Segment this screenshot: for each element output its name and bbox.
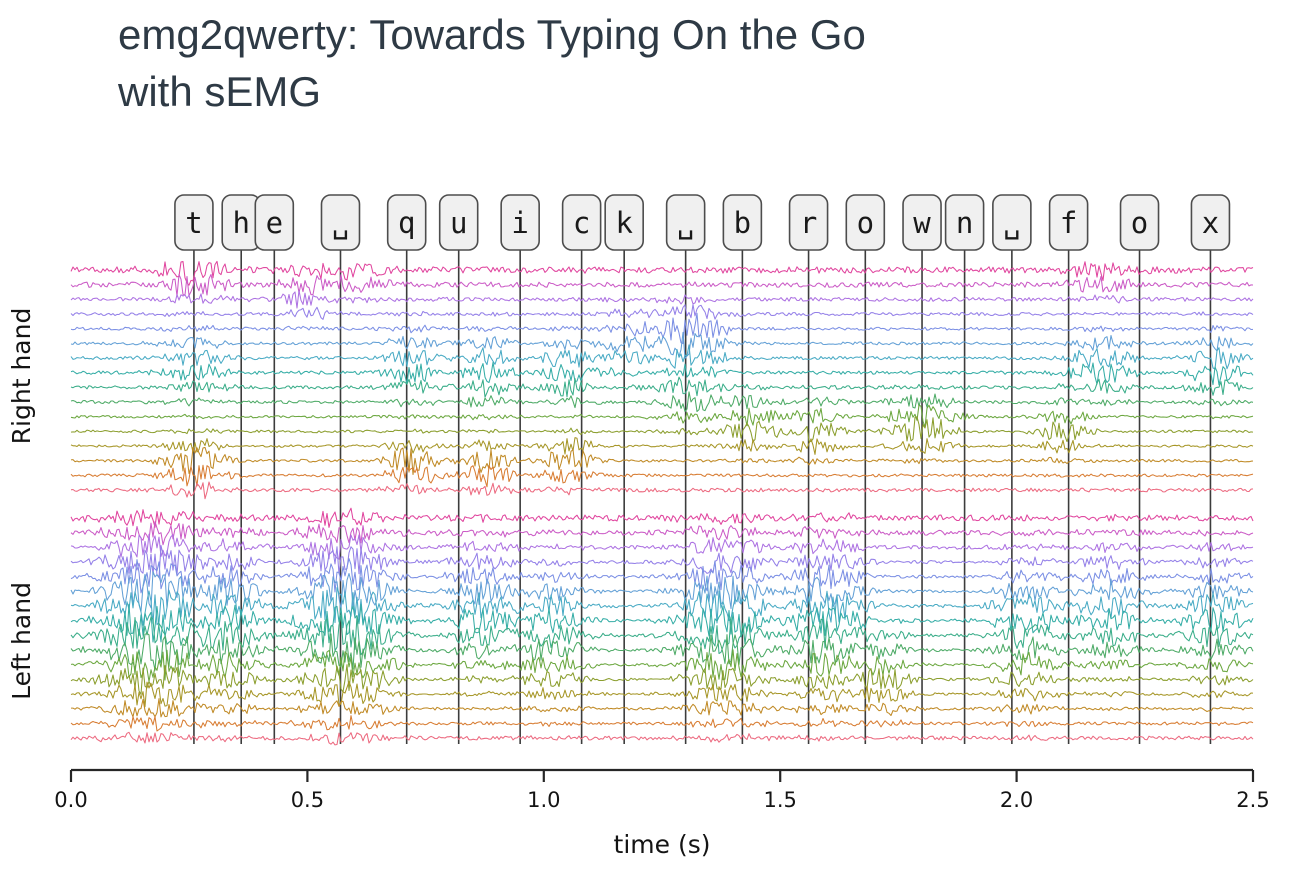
x-axis-tick-label: 1.5 [763, 788, 796, 812]
keystroke-lines [193, 250, 1212, 744]
key-label-box [1190, 194, 1231, 251]
x-axis: 0.0 0.5 1.0 1.5 2.0 2.5 [54, 768, 1270, 812]
key-label-char: b [734, 206, 751, 240]
key-label-box [1048, 194, 1089, 251]
emg-trace-right-ch4 [70, 312, 1254, 345]
emg-trace-right-ch3 [70, 304, 1254, 320]
key-label-box [722, 194, 763, 251]
key-label-char: ␣ [677, 206, 694, 240]
emg-trace-left-ch14 [70, 715, 1254, 732]
emg-trace-right-ch14 [70, 464, 1254, 488]
emg-trace-right-ch10 [70, 404, 1254, 428]
x-axis-tick-label: 1.0 [527, 788, 560, 812]
key-label-char: w [913, 206, 931, 240]
emg-trace-left-ch12 [70, 681, 1254, 708]
x-axis-tick-label: 2.0 [1000, 788, 1033, 812]
emg-trace-right-ch8 [70, 376, 1254, 398]
key-label-box [320, 194, 361, 251]
x-axis-tick-label: 2.5 [1236, 788, 1269, 812]
emg-trace-left-ch11 [70, 664, 1254, 695]
emg-trace-right-ch11 [70, 416, 1254, 443]
key-label-box [174, 194, 214, 251]
key-label-box [386, 194, 427, 251]
key-label-char: o [1131, 206, 1148, 240]
emg-trace-left-ch7 [70, 603, 1254, 643]
key-label-char: o [857, 206, 874, 240]
x-axis-label: time (s) [614, 830, 711, 859]
emg-trace-left-ch15 [70, 731, 1254, 746]
emg-trace-right-ch5 [70, 331, 1254, 359]
right-hand-label: Right hand [7, 308, 36, 445]
key-label-box [902, 194, 942, 251]
key-label-box [788, 194, 829, 251]
key-label-box [604, 194, 644, 251]
key-label-char: u [450, 206, 467, 240]
emg-trace-left-ch13 [71, 698, 1254, 718]
emg-trace-right-ch15 [70, 481, 1254, 500]
key-labels: t h e ␣ q u i c k ␣ b r o w n ␣ f o x [174, 194, 1231, 251]
key-label-box [665, 194, 706, 251]
x-axis-tick-label: 0.5 [291, 788, 324, 812]
page-title: emg2qwerty: Towards Typing On the Go wit… [118, 6, 1218, 120]
key-label-box [500, 194, 540, 251]
key-label-char: ␣ [332, 206, 349, 240]
emg-trace-left-ch8 [70, 614, 1254, 656]
emg-trace-right-ch0 [70, 260, 1254, 286]
key-label-char: n [956, 206, 973, 240]
emg-trace-right-ch2 [70, 290, 1254, 309]
key-label-char: ␣ [1003, 206, 1020, 240]
left-hand-label: Left hand [7, 582, 36, 700]
key-label-char: e [266, 206, 283, 240]
key-label-box [561, 194, 602, 251]
key-label-char: r [800, 206, 817, 240]
key-label-box [438, 194, 479, 251]
key-label-box [254, 194, 295, 251]
emg-trace-right-ch7 [70, 361, 1254, 386]
emg-traces [70, 260, 1254, 746]
key-label-box [845, 194, 886, 251]
emg-trace-right-ch6 [70, 344, 1254, 370]
key-label-char: x [1202, 206, 1219, 240]
x-axis-tick-label: 0.0 [54, 788, 87, 812]
key-label-char: h [232, 206, 249, 240]
page-title-line2: with sEMG [118, 68, 322, 115]
key-label-char: q [398, 206, 415, 240]
x-axis-ticks: 0.0 0.5 1.0 1.5 2.0 2.5 [54, 770, 1270, 812]
emg-trace-right-ch13 [70, 446, 1254, 476]
key-label-char: k [615, 206, 633, 240]
page-title-line1: emg2qwerty: Towards Typing On the Go [118, 11, 866, 58]
key-label-box [1119, 194, 1160, 251]
key-label-char: c [573, 206, 590, 240]
emg-trace-left-ch2 [70, 533, 1254, 560]
emg-trace-left-ch5 [70, 570, 1254, 613]
emg-trace-left-ch0 [70, 507, 1254, 528]
key-label-char: i [511, 206, 528, 240]
emg-trace-right-ch12 [70, 437, 1254, 455]
key-label-char: f [1060, 206, 1077, 240]
emg-trace-left-ch3 [70, 544, 1254, 579]
emg-trace-left-ch9 [70, 632, 1254, 671]
emg-trace-right-ch9 [70, 391, 1254, 413]
key-label-box [944, 194, 985, 251]
emg-trace-right-ch1 [70, 273, 1254, 297]
key-label-char: t [185, 206, 202, 240]
emg-trace-left-ch1 [70, 521, 1254, 546]
emg-trace-left-ch10 [70, 649, 1254, 683]
emg-trace-left-ch4 [70, 558, 1254, 594]
emg-trace-left-ch6 [70, 587, 1254, 626]
key-label-box [992, 194, 1032, 251]
